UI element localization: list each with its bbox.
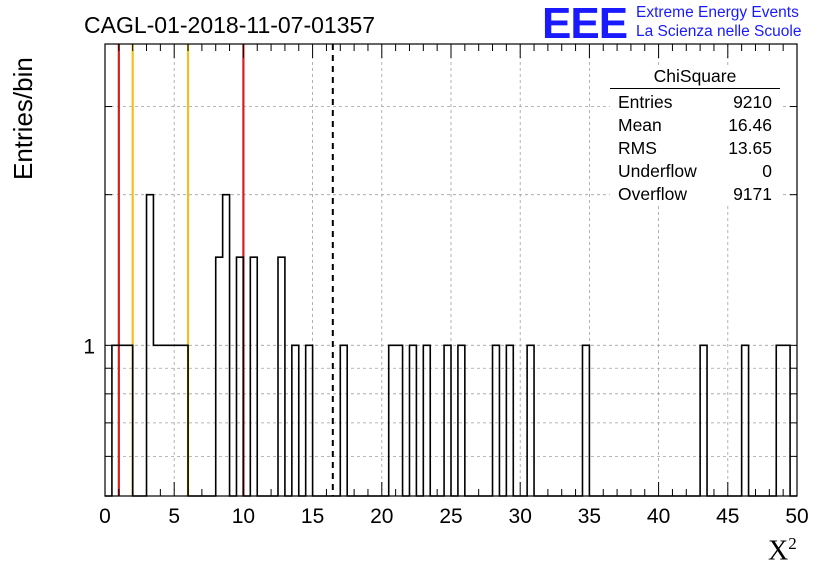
stats-row-entries: Entries 9210 bbox=[610, 91, 780, 114]
histogram-bin bbox=[292, 345, 299, 496]
stats-value: 16.46 bbox=[728, 115, 772, 135]
histogram-bin bbox=[216, 257, 223, 496]
histogram-bin bbox=[250, 257, 257, 496]
histogram-bin bbox=[423, 345, 430, 496]
histogram-bin bbox=[458, 345, 465, 496]
x-tick-label: 10 bbox=[232, 505, 255, 528]
histogram-bin bbox=[306, 345, 313, 496]
stats-box: ChiSquare Entries 9210 Mean 16.46 RMS 13.65… bbox=[610, 66, 780, 206]
y-axis-ticks: 1 bbox=[83, 106, 797, 457]
histogram-bin bbox=[181, 345, 188, 496]
histogram-bin bbox=[700, 345, 707, 496]
histogram-bin bbox=[167, 345, 174, 496]
histogram-bin bbox=[223, 195, 230, 496]
histogram-bin bbox=[783, 345, 790, 496]
y-tick-label: 1 bbox=[83, 335, 95, 358]
x-tick-label: 15 bbox=[301, 505, 324, 528]
logo-line-2: La Scienza nelle Scuole bbox=[636, 23, 802, 40]
stats-name: ChiSquare bbox=[610, 66, 780, 89]
x-tick-label: 45 bbox=[716, 505, 739, 528]
chart-title: CAGL-01-2018-11-07-01357 bbox=[84, 12, 376, 38]
histogram-bin bbox=[582, 345, 589, 496]
histogram-bin bbox=[119, 345, 126, 496]
x-axis-ticks: 0 5 10 15 20 25 30 35 40 45 50 bbox=[99, 44, 809, 528]
x-axis-label: X2 bbox=[768, 534, 797, 567]
histogram-bin bbox=[493, 345, 500, 496]
eee-logo-icon: EEE bbox=[542, 0, 628, 48]
x-tick-label: 35 bbox=[578, 505, 601, 528]
histogram-bin bbox=[389, 345, 396, 496]
histogram-bin bbox=[126, 345, 133, 496]
histogram-bin bbox=[340, 345, 347, 496]
stats-label: Entries bbox=[618, 92, 673, 112]
x-tick-label: 50 bbox=[785, 505, 808, 528]
histogram-bin bbox=[174, 345, 181, 496]
x-tick-label: 5 bbox=[168, 505, 180, 528]
stats-label: Mean bbox=[618, 115, 662, 135]
x-axis-label-exponent: 2 bbox=[788, 534, 797, 553]
stats-row-mean: Mean 16.46 bbox=[610, 114, 780, 137]
stats-label: RMS bbox=[618, 138, 657, 158]
histogram-bin bbox=[396, 345, 403, 496]
stats-value: 9171 bbox=[733, 184, 772, 204]
stats-value: 0 bbox=[762, 161, 772, 181]
stats-label: Underflow bbox=[618, 161, 697, 181]
stats-value: 13.65 bbox=[728, 138, 772, 158]
stats-value: 9210 bbox=[733, 92, 772, 112]
histogram-bin bbox=[278, 257, 285, 496]
histogram-bin bbox=[506, 345, 513, 496]
histogram-bin bbox=[147, 195, 154, 496]
histogram-bin bbox=[444, 345, 451, 496]
x-tick-label: 0 bbox=[99, 505, 111, 528]
x-tick-label: 30 bbox=[509, 505, 532, 528]
stats-row-overflow: Overflow 9171 bbox=[610, 183, 780, 206]
histogram-bin bbox=[776, 345, 783, 496]
stats-row-underflow: Underflow 0 bbox=[610, 160, 780, 183]
histogram-bin bbox=[409, 345, 416, 496]
stats-row-rms: RMS 13.65 bbox=[610, 137, 780, 160]
histogram-bin bbox=[153, 345, 160, 496]
logo-line-1: Extreme Energy Events bbox=[636, 4, 799, 21]
stats-label: Overflow bbox=[618, 184, 688, 204]
y-axis-label: Entries/bin bbox=[8, 57, 38, 180]
x-tick-label: 40 bbox=[647, 505, 670, 528]
histogram-bin bbox=[742, 345, 749, 496]
x-tick-label: 25 bbox=[439, 505, 462, 528]
x-axis-label-base: X bbox=[768, 535, 789, 567]
histogram-bin bbox=[112, 345, 119, 496]
histogram-bin bbox=[527, 345, 534, 496]
histogram-bin bbox=[160, 345, 167, 496]
x-tick-label: 20 bbox=[370, 505, 393, 528]
histogram-bin bbox=[236, 257, 243, 496]
